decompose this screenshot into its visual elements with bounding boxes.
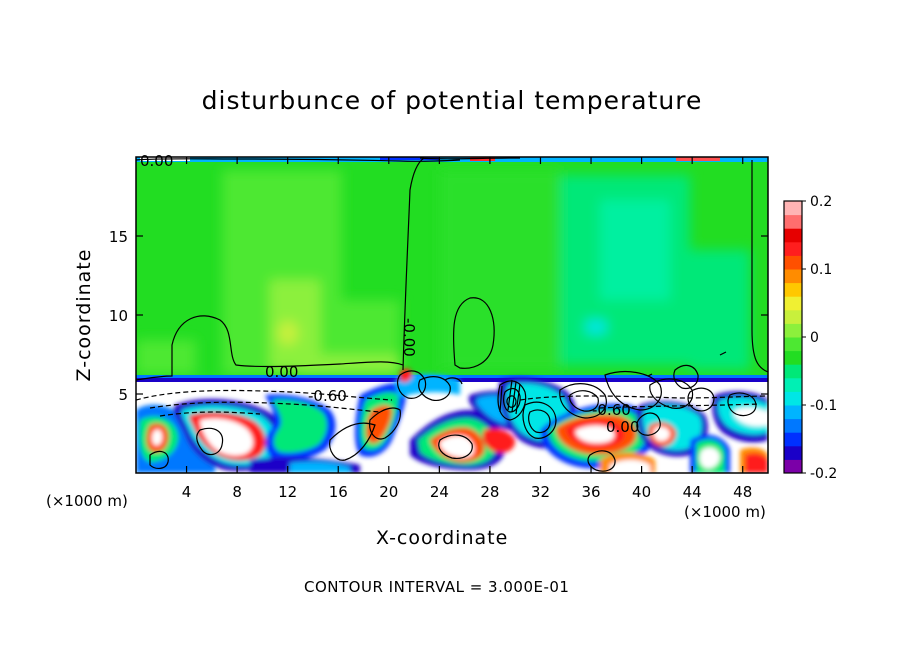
colorbar-tick-label: 0.1 bbox=[810, 262, 832, 278]
colorbar-tick-label: 0.2 bbox=[810, 194, 832, 210]
colorbar-swatch bbox=[784, 255, 802, 270]
contour-interval-note: CONTOUR INTERVAL = 3.000E-01 bbox=[304, 578, 570, 596]
contour-lines bbox=[136, 157, 768, 472]
colorbar-swatch bbox=[784, 241, 802, 256]
colorbar-swatch bbox=[784, 337, 802, 352]
colorbar-swatch bbox=[784, 459, 802, 474]
colorbar-swatch bbox=[784, 214, 802, 229]
x-tick-label: 32 bbox=[531, 483, 550, 501]
colorbar-swatch bbox=[784, 201, 802, 216]
x-tick-label: 36 bbox=[581, 483, 600, 501]
colorbar-swatch bbox=[784, 364, 802, 379]
contour-label: -0.60 bbox=[592, 401, 631, 419]
x-tick-label: 48 bbox=[733, 483, 752, 501]
colorbar-swatch bbox=[784, 269, 802, 284]
contour-label: -0.60 bbox=[308, 387, 347, 405]
y-axis: 5 10 15 bbox=[109, 228, 768, 404]
colorbar-swatch bbox=[784, 350, 802, 365]
colorbar-swatch bbox=[784, 282, 802, 297]
x-tick-label: 40 bbox=[632, 483, 651, 501]
x-unit-label-right: (×1000 m) bbox=[684, 503, 766, 521]
x-tick-label: 20 bbox=[379, 483, 398, 501]
x-tick-label: 24 bbox=[430, 483, 449, 501]
x-axis: 4 8 12 16 20 24 28 32 36 40 44 48 bbox=[182, 157, 752, 501]
x-tick-label: 44 bbox=[683, 483, 702, 501]
colorbar-swatch bbox=[784, 432, 802, 447]
heatmap-field bbox=[136, 157, 768, 473]
x-unit-label-left: (×1000 m) bbox=[46, 492, 128, 510]
x-tick-label: 12 bbox=[278, 483, 297, 501]
colorbar-swatch bbox=[784, 323, 802, 338]
contour-label: 0.00 bbox=[265, 363, 298, 381]
colorbar-swatch bbox=[784, 418, 802, 433]
colorbar-tick-label: -0.1 bbox=[810, 398, 837, 414]
colorbar-swatch bbox=[784, 309, 802, 324]
x-tick-label: 4 bbox=[182, 483, 192, 501]
x-tick-label: 28 bbox=[480, 483, 499, 501]
colorbar-swatch bbox=[784, 377, 802, 392]
x-axis-label: X-coordinate bbox=[376, 527, 509, 549]
contour-label: 0.00 bbox=[606, 418, 639, 436]
colorbar-swatch bbox=[784, 445, 802, 460]
contour-label: 0.00 bbox=[140, 152, 173, 170]
colorbar-swatch bbox=[784, 296, 802, 311]
colorbar-swatch bbox=[784, 228, 802, 243]
y-tick-label: 5 bbox=[118, 386, 128, 404]
y-tick-label: 10 bbox=[109, 307, 128, 325]
y-axis-label: Z-coordinate bbox=[73, 248, 95, 382]
colorbar-tick-label: 0 bbox=[810, 330, 819, 346]
chart-title: disturbunce of potential temperature bbox=[201, 86, 703, 115]
colorbar-tick-label: -0.2 bbox=[810, 466, 837, 482]
x-tick-label: 16 bbox=[329, 483, 348, 501]
contour-label: -0.00 bbox=[400, 318, 418, 357]
colorbar: 0.2 0.1 0 -0.1 -0.2 bbox=[783, 194, 837, 482]
colorbar-swatch bbox=[784, 405, 802, 420]
x-tick-label: 8 bbox=[232, 483, 242, 501]
y-tick-label: 15 bbox=[109, 228, 128, 246]
colorbar-swatch bbox=[784, 391, 802, 406]
